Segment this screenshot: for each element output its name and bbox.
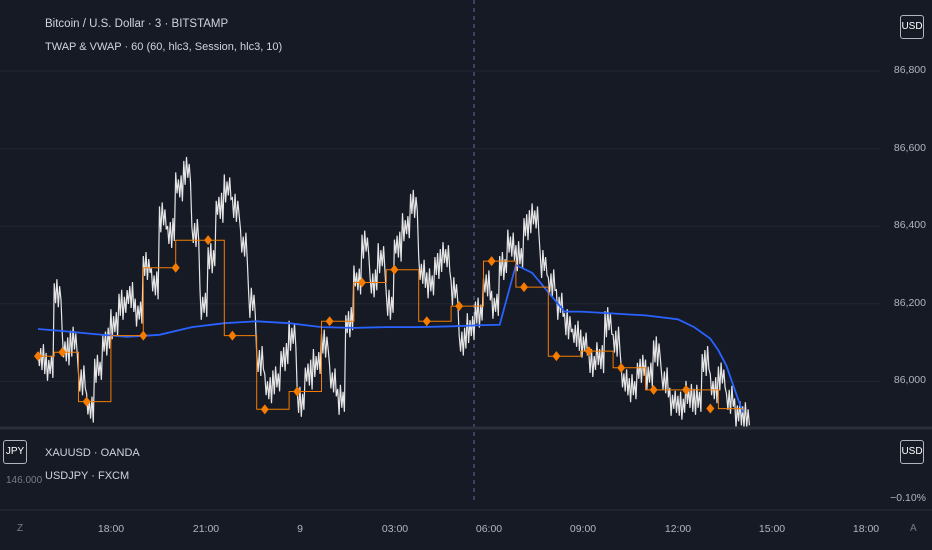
twap-marker [34,351,42,362]
chart-title[interactable]: Bitcoin / U.S. Dollar · 3 · BITSTAMP [45,18,229,30]
twap-marker [390,264,399,275]
twap-marker [520,282,528,293]
lower-series-1[interactable]: XAUUSD · OANDA [45,447,140,459]
twap-marker [58,347,67,358]
x-tick-label: 21:00 [192,523,220,535]
twap-marker [422,316,431,327]
lower-axis-label: −0.10% [890,492,926,504]
twap-marker [293,386,302,397]
twap-line [38,239,743,410]
y-tick-label: 86,800 [893,64,926,76]
twap-marker [260,404,269,415]
currency-button-left[interactable]: JPY [3,440,27,464]
currency-button-bottom[interactable]: USD [900,440,924,464]
currency-button-top[interactable]: USD [900,15,924,39]
y-tick-label: 86,600 [893,141,926,154]
twap-marker [487,256,496,267]
x-tick-label: 9 [297,523,303,535]
lower-series-2[interactable]: USDJPY · FXCM [45,470,130,482]
twap-marker [228,330,237,341]
x-tick-label: 03:00 [381,523,409,535]
price-series [37,156,750,429]
lower-cut-label: 146.000 [6,475,43,486]
indicator-legend[interactable]: TWAP & VWAP · 60 (60, hlc3, Session, hlc… [45,41,283,53]
twap-marker [682,384,690,395]
twap-marker [82,396,91,407]
twap-marker [204,235,213,246]
twap-marker [552,351,561,362]
twap-marker [617,362,626,373]
auto-scale-icon[interactable]: A [910,523,917,534]
vwap-line [37,263,744,413]
twap-series [38,239,743,410]
y-tick-label: 86,000 [893,374,926,387]
twap-marker [649,384,658,395]
twap-marker [171,262,180,273]
x-tick-label: 09:00 [569,523,597,535]
y-tick-label: 86,400 [893,219,926,232]
twap-marker [584,346,593,357]
x-tick-label: 12:00 [664,523,692,535]
price-line [37,156,750,429]
twap-markers [34,235,715,415]
x-tick-label: 15:00 [758,523,786,535]
x-tick-label: 06:00 [475,523,503,535]
vwap-series [37,263,744,413]
grid-lines [0,70,880,382]
twap-marker [358,277,366,288]
x-tick-label: 18:00 [852,523,880,535]
twap-marker [455,301,464,312]
twap-marker [139,330,148,341]
x-tick-label: 18:00 [97,523,125,535]
twap-marker [325,316,334,327]
twap-marker [706,403,715,414]
y-tick-label: 86,200 [893,296,926,309]
zoom-icon[interactable]: Z [17,523,24,534]
